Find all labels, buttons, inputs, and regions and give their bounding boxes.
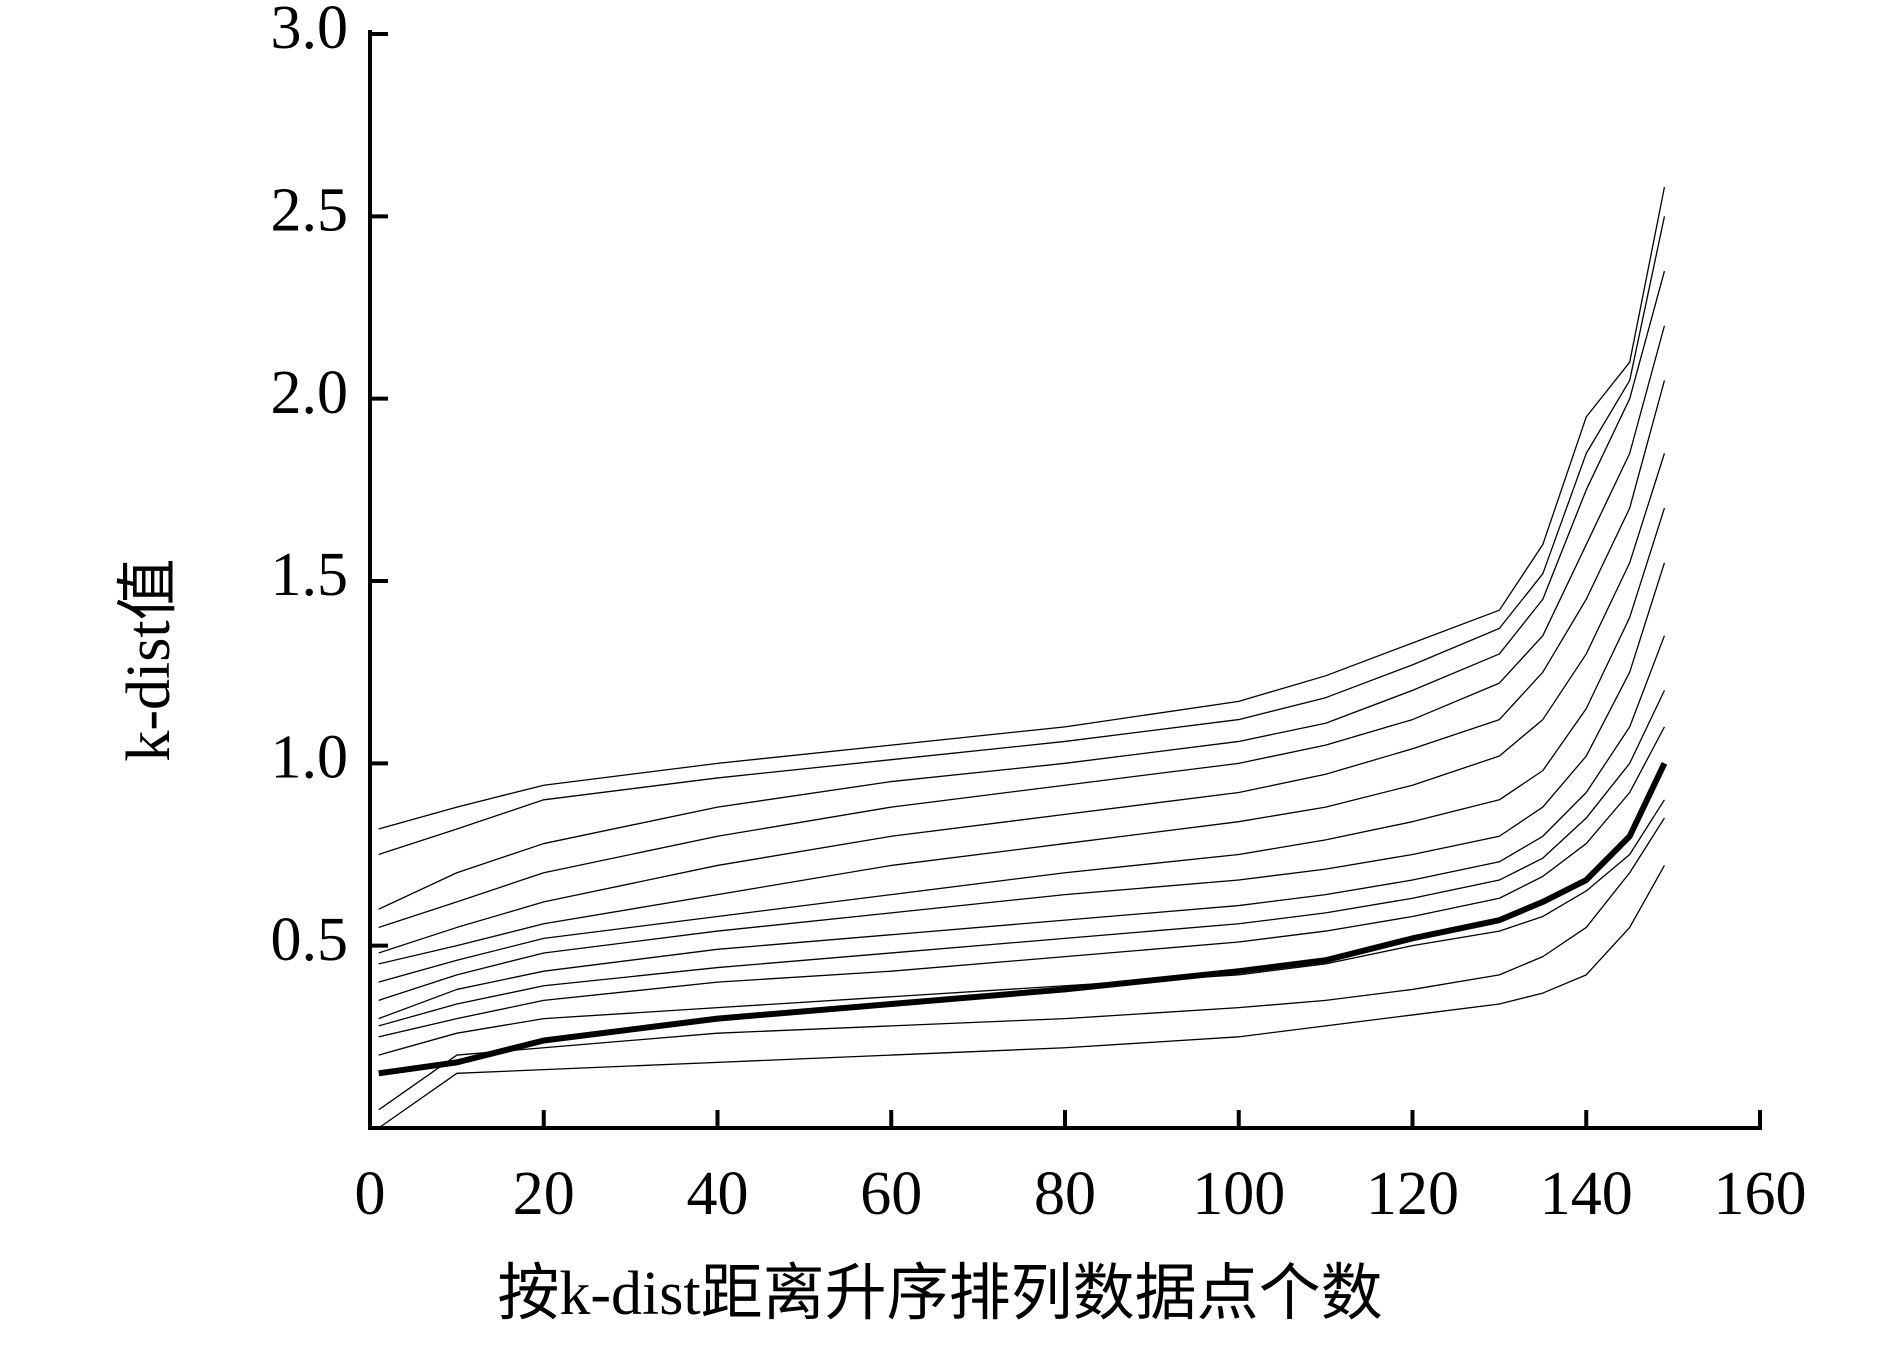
data-line xyxy=(378,325,1666,929)
y-tick-label: 2.5 xyxy=(271,177,349,245)
data-line xyxy=(378,865,1666,1129)
data-line xyxy=(378,799,1665,1056)
y-tick-label: 0.5 xyxy=(271,906,349,974)
x-tick-label: 60 xyxy=(860,1160,922,1228)
x-tick-label: 100 xyxy=(1192,1160,1285,1228)
data-line xyxy=(378,507,1666,983)
data-line xyxy=(378,270,1666,910)
data-line xyxy=(378,635,1666,1020)
data-line xyxy=(378,380,1666,954)
x-tick-label: 0 xyxy=(355,1160,386,1228)
data-line xyxy=(378,216,1666,856)
x-tick-label: 80 xyxy=(1034,1160,1096,1228)
y-axis-label: k-dist值 xyxy=(115,558,183,761)
data-line xyxy=(378,187,1666,830)
y-tick-label: 2.0 xyxy=(271,359,349,427)
y-tick-label: 1.5 xyxy=(271,541,349,609)
y-tick-label: 3.0 xyxy=(271,0,349,62)
data-line xyxy=(378,690,1666,1027)
data-line xyxy=(378,726,1666,1038)
x-tick-label: 140 xyxy=(1540,1160,1633,1228)
data-line xyxy=(378,762,1668,1077)
data-line xyxy=(378,562,1666,1001)
x-tick-label: 160 xyxy=(1714,1160,1807,1228)
data-line xyxy=(378,817,1665,1111)
y-tick-label: 1.0 xyxy=(271,724,349,792)
x-axis-label: 按k-dist距离升序排列数据点个数 xyxy=(497,1260,1382,1328)
x-tick-label: 40 xyxy=(687,1160,749,1228)
x-tick-label: 20 xyxy=(513,1160,575,1228)
data-line xyxy=(378,453,1666,965)
x-tick-label: 120 xyxy=(1366,1160,1459,1228)
